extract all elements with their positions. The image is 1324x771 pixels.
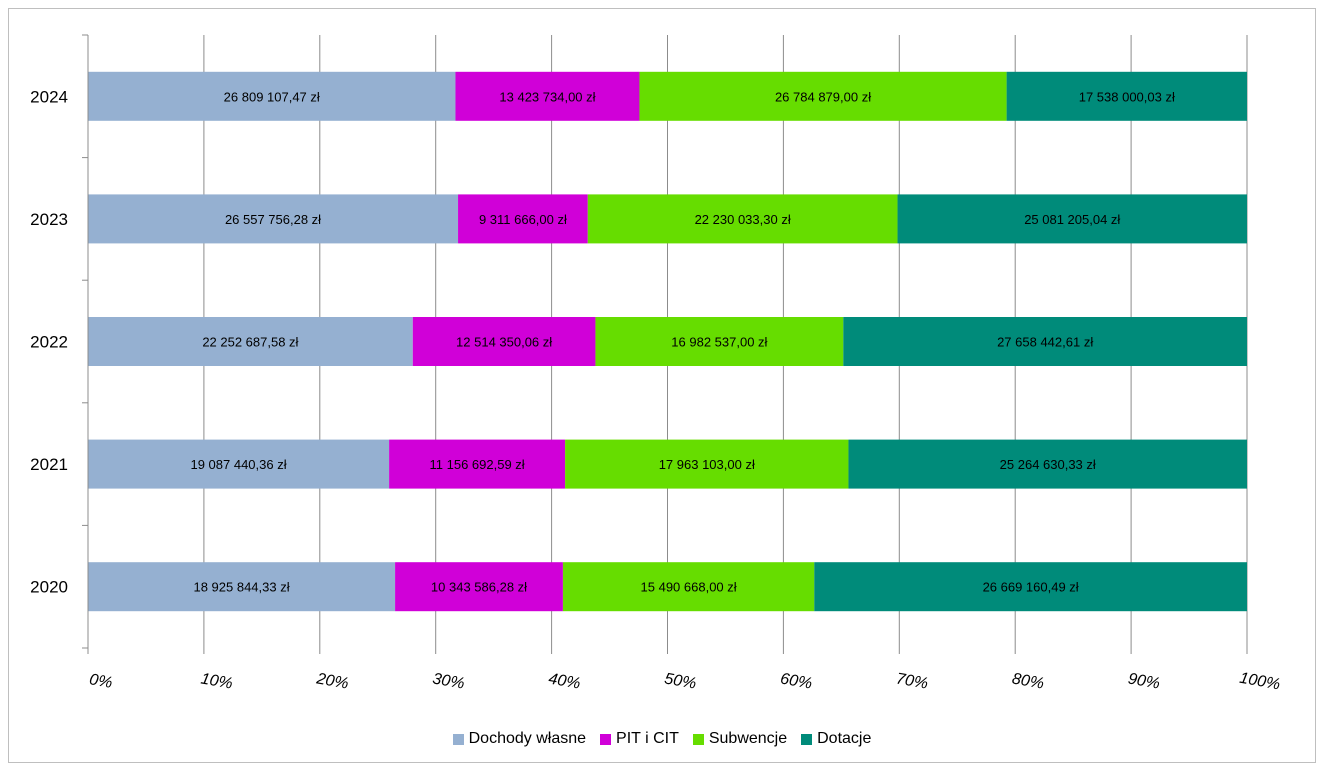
bar-segment (587, 194, 898, 244)
legend-item: Subwencje (692, 730, 788, 748)
bar-segment (897, 194, 1247, 244)
category-label: 2024 (30, 87, 68, 106)
category-labels: 2024 2023 2022 2021 2020 (30, 87, 68, 596)
data-label: 16 982 537,00 zł (671, 335, 767, 350)
legend-item: Dotacje (801, 730, 871, 748)
bar-segment (88, 562, 396, 612)
x-tick-label: 90% (1127, 670, 1161, 692)
data-label: 17 963 103,00 zł (659, 457, 755, 472)
chart-frame (8, 8, 1316, 763)
bar-segment (395, 562, 563, 612)
x-tick-label: 80% (1011, 670, 1045, 692)
legend-item: Dochody własne (452, 730, 587, 748)
bar-segment (88, 71, 456, 121)
legend-label: Subwencje (708, 730, 788, 747)
bar-segment (458, 194, 588, 244)
x-tick-labels: 0% 10% 20% 30% 40% 50% 60% 70% 80% 90% 100% (88, 670, 1281, 694)
category-label: 2023 (30, 210, 68, 229)
category-label: 2022 (30, 333, 68, 352)
bar-segment (1006, 71, 1247, 121)
x-tick-label: 30% (431, 670, 465, 692)
x-tick-label: 50% (663, 670, 697, 692)
x-tick-label: 100% (1238, 670, 1281, 694)
data-label: 22 252 687,58 zł (202, 335, 298, 350)
legend-label: PIT i CIT (616, 730, 679, 747)
bar-segment (562, 562, 815, 612)
data-label: 10 343 586,28 zł (431, 580, 527, 595)
legend-label: Dochody własne (468, 730, 587, 747)
data-label: 15 490 668,00 zł (641, 580, 737, 595)
x-tick-label: 60% (779, 670, 813, 692)
data-label: 25 264 630,33 zł (1000, 457, 1096, 472)
data-label: 11 156 692,59 zł (430, 457, 525, 472)
legend-item: PIT i CIT (600, 730, 679, 748)
x-tick-label: 0% (88, 671, 114, 692)
x-tick-label: 10% (199, 670, 233, 692)
bar-segment (848, 439, 1247, 489)
data-label: 26 669 160,49 zł (983, 580, 1079, 595)
bar-segment (88, 194, 459, 244)
bar-segment (639, 71, 1007, 121)
bar-segment (814, 562, 1247, 612)
bar-segment (412, 317, 596, 366)
bar-segment (389, 439, 566, 489)
data-label: 18 925 844,33 zł (193, 580, 289, 595)
data-label: 26 784 879,00 zł (775, 89, 871, 104)
bar-segment (565, 439, 849, 489)
data-label: 25 081 205,04 zł (1024, 212, 1120, 227)
axes (82, 34, 1248, 654)
x-tick-label: 40% (547, 670, 581, 692)
category-label: 2021 (30, 455, 68, 474)
x-tick-label: 70% (895, 670, 929, 692)
bar-segment (455, 71, 640, 121)
legend: Dochody własne PIT i CIT Subwencje Dotacje (0, 727, 1324, 751)
legend-swatch (452, 733, 464, 745)
legend-swatch (801, 733, 813, 745)
legend-swatch (600, 733, 612, 745)
data-label: 27 658 442,61 zł (997, 335, 1093, 350)
data-label: 26 557 756,28 zł (225, 212, 321, 227)
category-label: 2020 (30, 578, 68, 597)
data-label: 19 087 440,36 zł (190, 457, 286, 472)
bar-segment (88, 317, 413, 366)
legend-swatch (692, 733, 704, 745)
bar-segment (843, 317, 1247, 366)
data-label: 12 514 350,06 zł (456, 335, 552, 350)
data-label: 17 538 000,03 zł (1079, 89, 1175, 104)
x-tick-label: 20% (314, 670, 349, 692)
data-label: 9 311 666,00 zł (479, 212, 567, 227)
bar-segment (88, 439, 390, 489)
bar-segment (595, 317, 844, 366)
bars: 26 809 107,47 zł 13 423 734,00 zł 26 784 8… (88, 71, 1247, 612)
data-label: 13 423 734,00 zł (499, 89, 595, 104)
data-label: 26 809 107,47 zł (224, 89, 320, 104)
legend-label: Dotacje (817, 730, 872, 747)
data-label: 22 230 033,30 zł (695, 212, 791, 227)
